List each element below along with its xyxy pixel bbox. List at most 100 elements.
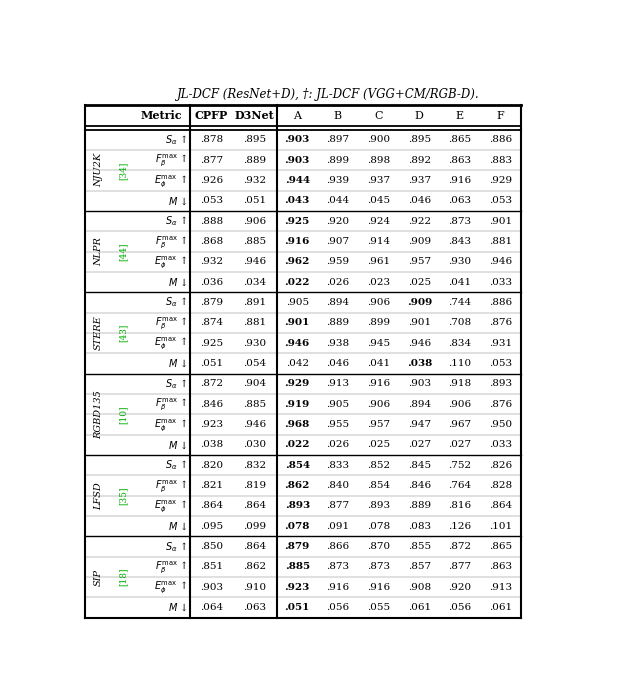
Text: .906: .906 xyxy=(449,400,472,409)
Text: .903: .903 xyxy=(200,583,223,592)
Text: .914: .914 xyxy=(367,237,390,246)
Text: $S_{\alpha}$ ↑: $S_{\alpha}$ ↑ xyxy=(165,296,188,310)
Text: .852: .852 xyxy=(367,461,390,470)
Text: .916: .916 xyxy=(449,176,472,185)
Text: .876: .876 xyxy=(489,400,512,409)
Text: .708: .708 xyxy=(449,318,472,327)
Text: .946: .946 xyxy=(243,420,266,429)
Text: .906: .906 xyxy=(367,400,390,409)
Text: .056: .056 xyxy=(449,603,472,612)
Text: .862: .862 xyxy=(243,563,266,572)
Text: .026: .026 xyxy=(326,278,349,287)
Text: .051: .051 xyxy=(285,603,310,612)
Text: .053: .053 xyxy=(200,196,223,206)
Text: .042: .042 xyxy=(285,359,309,368)
Text: .820: .820 xyxy=(200,461,223,470)
Text: $M$ ↓: $M$ ↓ xyxy=(168,602,188,613)
Text: [18]: [18] xyxy=(118,568,127,586)
Text: $M$ ↓: $M$ ↓ xyxy=(168,277,188,288)
Text: .907: .907 xyxy=(326,237,349,246)
Text: .889: .889 xyxy=(243,156,266,165)
Text: .967: .967 xyxy=(449,420,472,429)
Text: .885: .885 xyxy=(243,400,266,409)
Text: .905: .905 xyxy=(326,400,349,409)
Text: .900: .900 xyxy=(367,136,390,144)
Text: .025: .025 xyxy=(367,440,390,449)
Text: .026: .026 xyxy=(326,440,349,449)
Text: .889: .889 xyxy=(326,318,349,327)
Text: .946: .946 xyxy=(285,339,310,347)
Text: D: D xyxy=(415,110,424,121)
Text: .877: .877 xyxy=(200,156,223,165)
Text: .889: .889 xyxy=(408,501,431,510)
Text: .893: .893 xyxy=(489,380,512,389)
Text: .038: .038 xyxy=(406,359,432,368)
Text: .877: .877 xyxy=(449,563,472,572)
Text: .054: .054 xyxy=(243,359,266,368)
Text: Metric: Metric xyxy=(141,110,182,121)
Text: .919: .919 xyxy=(285,400,310,409)
Text: .905: .905 xyxy=(285,298,309,307)
Text: .959: .959 xyxy=(326,257,349,266)
Text: B: B xyxy=(334,110,342,121)
Text: .908: .908 xyxy=(408,583,431,592)
Text: .892: .892 xyxy=(408,156,431,165)
Text: .816: .816 xyxy=(449,501,472,510)
Text: .924: .924 xyxy=(367,217,390,226)
Text: .899: .899 xyxy=(367,318,390,327)
Text: .053: .053 xyxy=(489,359,512,368)
Text: $E_{\phi}^{\rm max}$ ↑: $E_{\phi}^{\rm max}$ ↑ xyxy=(154,254,188,270)
Text: .906: .906 xyxy=(243,217,266,226)
Text: D3Net: D3Net xyxy=(235,110,275,121)
Text: .850: .850 xyxy=(200,542,223,551)
Text: .764: .764 xyxy=(449,481,472,490)
Text: .885: .885 xyxy=(285,563,310,572)
Text: .833: .833 xyxy=(326,461,349,470)
Text: $E_{\phi}^{\rm max}$ ↑: $E_{\phi}^{\rm max}$ ↑ xyxy=(154,336,188,351)
Text: .828: .828 xyxy=(489,481,512,490)
Text: [10]: [10] xyxy=(118,405,127,424)
Text: .932: .932 xyxy=(243,176,266,185)
Text: .894: .894 xyxy=(326,298,349,307)
Text: [44]: [44] xyxy=(118,243,127,261)
Text: .840: .840 xyxy=(326,481,349,490)
Text: .944: .944 xyxy=(285,176,310,185)
Text: $E_{\phi}^{\rm max}$ ↑: $E_{\phi}^{\rm max}$ ↑ xyxy=(154,417,188,433)
Text: .872: .872 xyxy=(200,380,223,389)
Text: .855: .855 xyxy=(408,542,431,551)
Text: .846: .846 xyxy=(408,481,431,490)
Text: .930: .930 xyxy=(243,339,266,347)
Text: [34]: [34] xyxy=(118,161,127,180)
Text: .947: .947 xyxy=(408,420,431,429)
Text: .091: .091 xyxy=(326,521,349,531)
Text: .909: .909 xyxy=(406,298,432,307)
Text: .865: .865 xyxy=(489,542,512,551)
Text: .881: .881 xyxy=(243,318,266,327)
Text: .046: .046 xyxy=(326,359,349,368)
Text: .868: .868 xyxy=(200,237,223,246)
Text: .866: .866 xyxy=(326,542,349,551)
Text: .061: .061 xyxy=(408,603,431,612)
Text: .744: .744 xyxy=(449,298,472,307)
Text: .957: .957 xyxy=(408,257,431,266)
Text: .864: .864 xyxy=(243,501,266,510)
Text: LFSD: LFSD xyxy=(94,482,103,510)
Text: [43]: [43] xyxy=(118,324,127,343)
Text: .916: .916 xyxy=(285,237,310,246)
Text: JL-DCF (ResNet+D), †: JL-DCF (VGG+CM/RGB-D).: JL-DCF (ResNet+D), †: JL-DCF (VGG+CM/RGB… xyxy=(177,87,479,101)
Text: .845: .845 xyxy=(408,461,431,470)
Text: .888: .888 xyxy=(200,217,223,226)
Text: .923: .923 xyxy=(285,583,310,592)
Text: .023: .023 xyxy=(367,278,390,287)
Text: $M$ ↓: $M$ ↓ xyxy=(168,195,188,207)
Text: .043: .043 xyxy=(285,196,310,206)
Text: .901: .901 xyxy=(489,217,512,226)
Text: .962: .962 xyxy=(285,257,310,266)
Text: .862: .862 xyxy=(285,481,310,490)
Text: .834: .834 xyxy=(449,339,472,347)
Text: .932: .932 xyxy=(200,257,223,266)
Text: .897: .897 xyxy=(326,136,349,144)
Text: .864: .864 xyxy=(200,501,223,510)
Text: .937: .937 xyxy=(367,176,390,185)
Text: CPFP: CPFP xyxy=(195,110,228,121)
